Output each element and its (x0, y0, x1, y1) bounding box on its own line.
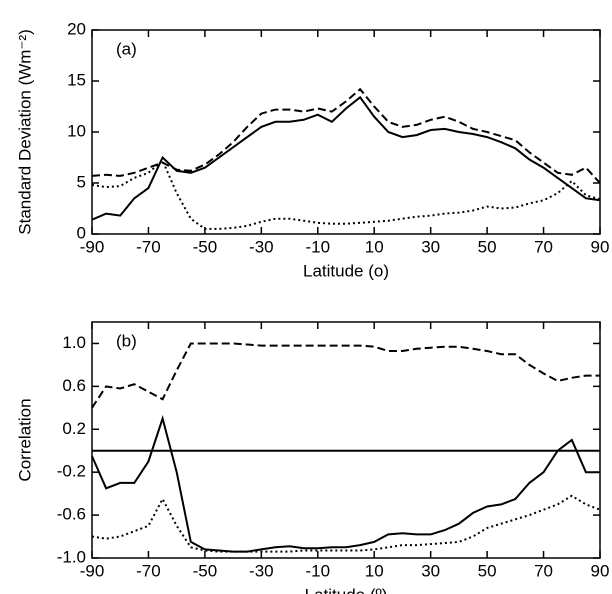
x-tick-label: -30 (249, 561, 274, 580)
x-tick-label: -90 (80, 561, 105, 580)
y-tick-label: 0.6 (62, 376, 86, 395)
plot-frame (91, 29, 601, 235)
series-line (91, 87, 601, 184)
x-tick-label: -10 (305, 561, 330, 580)
x-axis-label: Latitude (º) (305, 585, 388, 594)
x-tick-label: -10 (305, 237, 330, 256)
x-tick-label: 10 (365, 237, 384, 256)
x-tick-label: -50 (193, 237, 218, 256)
series-line (91, 494, 601, 553)
series-line (91, 414, 600, 553)
y-tick-label: 20 (67, 19, 86, 38)
x-tick-label: 70 (534, 237, 553, 256)
y-tick-label: -0.2 (57, 462, 86, 481)
y-tick-label: 0 (77, 223, 86, 242)
x-tick-label: 10 (365, 561, 384, 580)
panel-label: (a) (116, 39, 137, 58)
x-axis-label: Latitude (o) (303, 261, 389, 280)
x-tick-label: -70 (136, 561, 161, 580)
x-tick-label: 30 (421, 561, 440, 580)
y-axis-label: Correlation (15, 398, 34, 481)
x-tick-label: 90 (591, 237, 610, 256)
x-tick-label: -90 (80, 237, 105, 256)
x-tick-label: 50 (478, 561, 497, 580)
y-tick-label: -1.0 (57, 547, 86, 566)
series-line (91, 342, 600, 409)
y-tick-label: -0.6 (57, 505, 86, 524)
y-axis-label: Standard Deviation (Wm⁻²) (15, 29, 34, 234)
series-line (91, 158, 601, 230)
x-tick-label: 70 (534, 561, 553, 580)
y-tick-label: 1.0 (62, 333, 86, 352)
x-tick-label: 50 (478, 237, 497, 256)
panel-label: (b) (116, 331, 137, 350)
series-line (91, 95, 601, 221)
x-tick-label: -30 (249, 237, 274, 256)
y-tick-label: 15 (67, 70, 86, 89)
x-tick-label: -70 (136, 237, 161, 256)
plot-frame (91, 321, 601, 559)
y-tick-label: 5 (77, 172, 86, 191)
x-tick-label: 30 (421, 237, 440, 256)
x-tick-label: 90 (591, 561, 610, 580)
x-tick-label: -50 (193, 561, 218, 580)
y-tick-label: 0.2 (62, 419, 86, 438)
y-tick-label: 10 (67, 121, 86, 140)
